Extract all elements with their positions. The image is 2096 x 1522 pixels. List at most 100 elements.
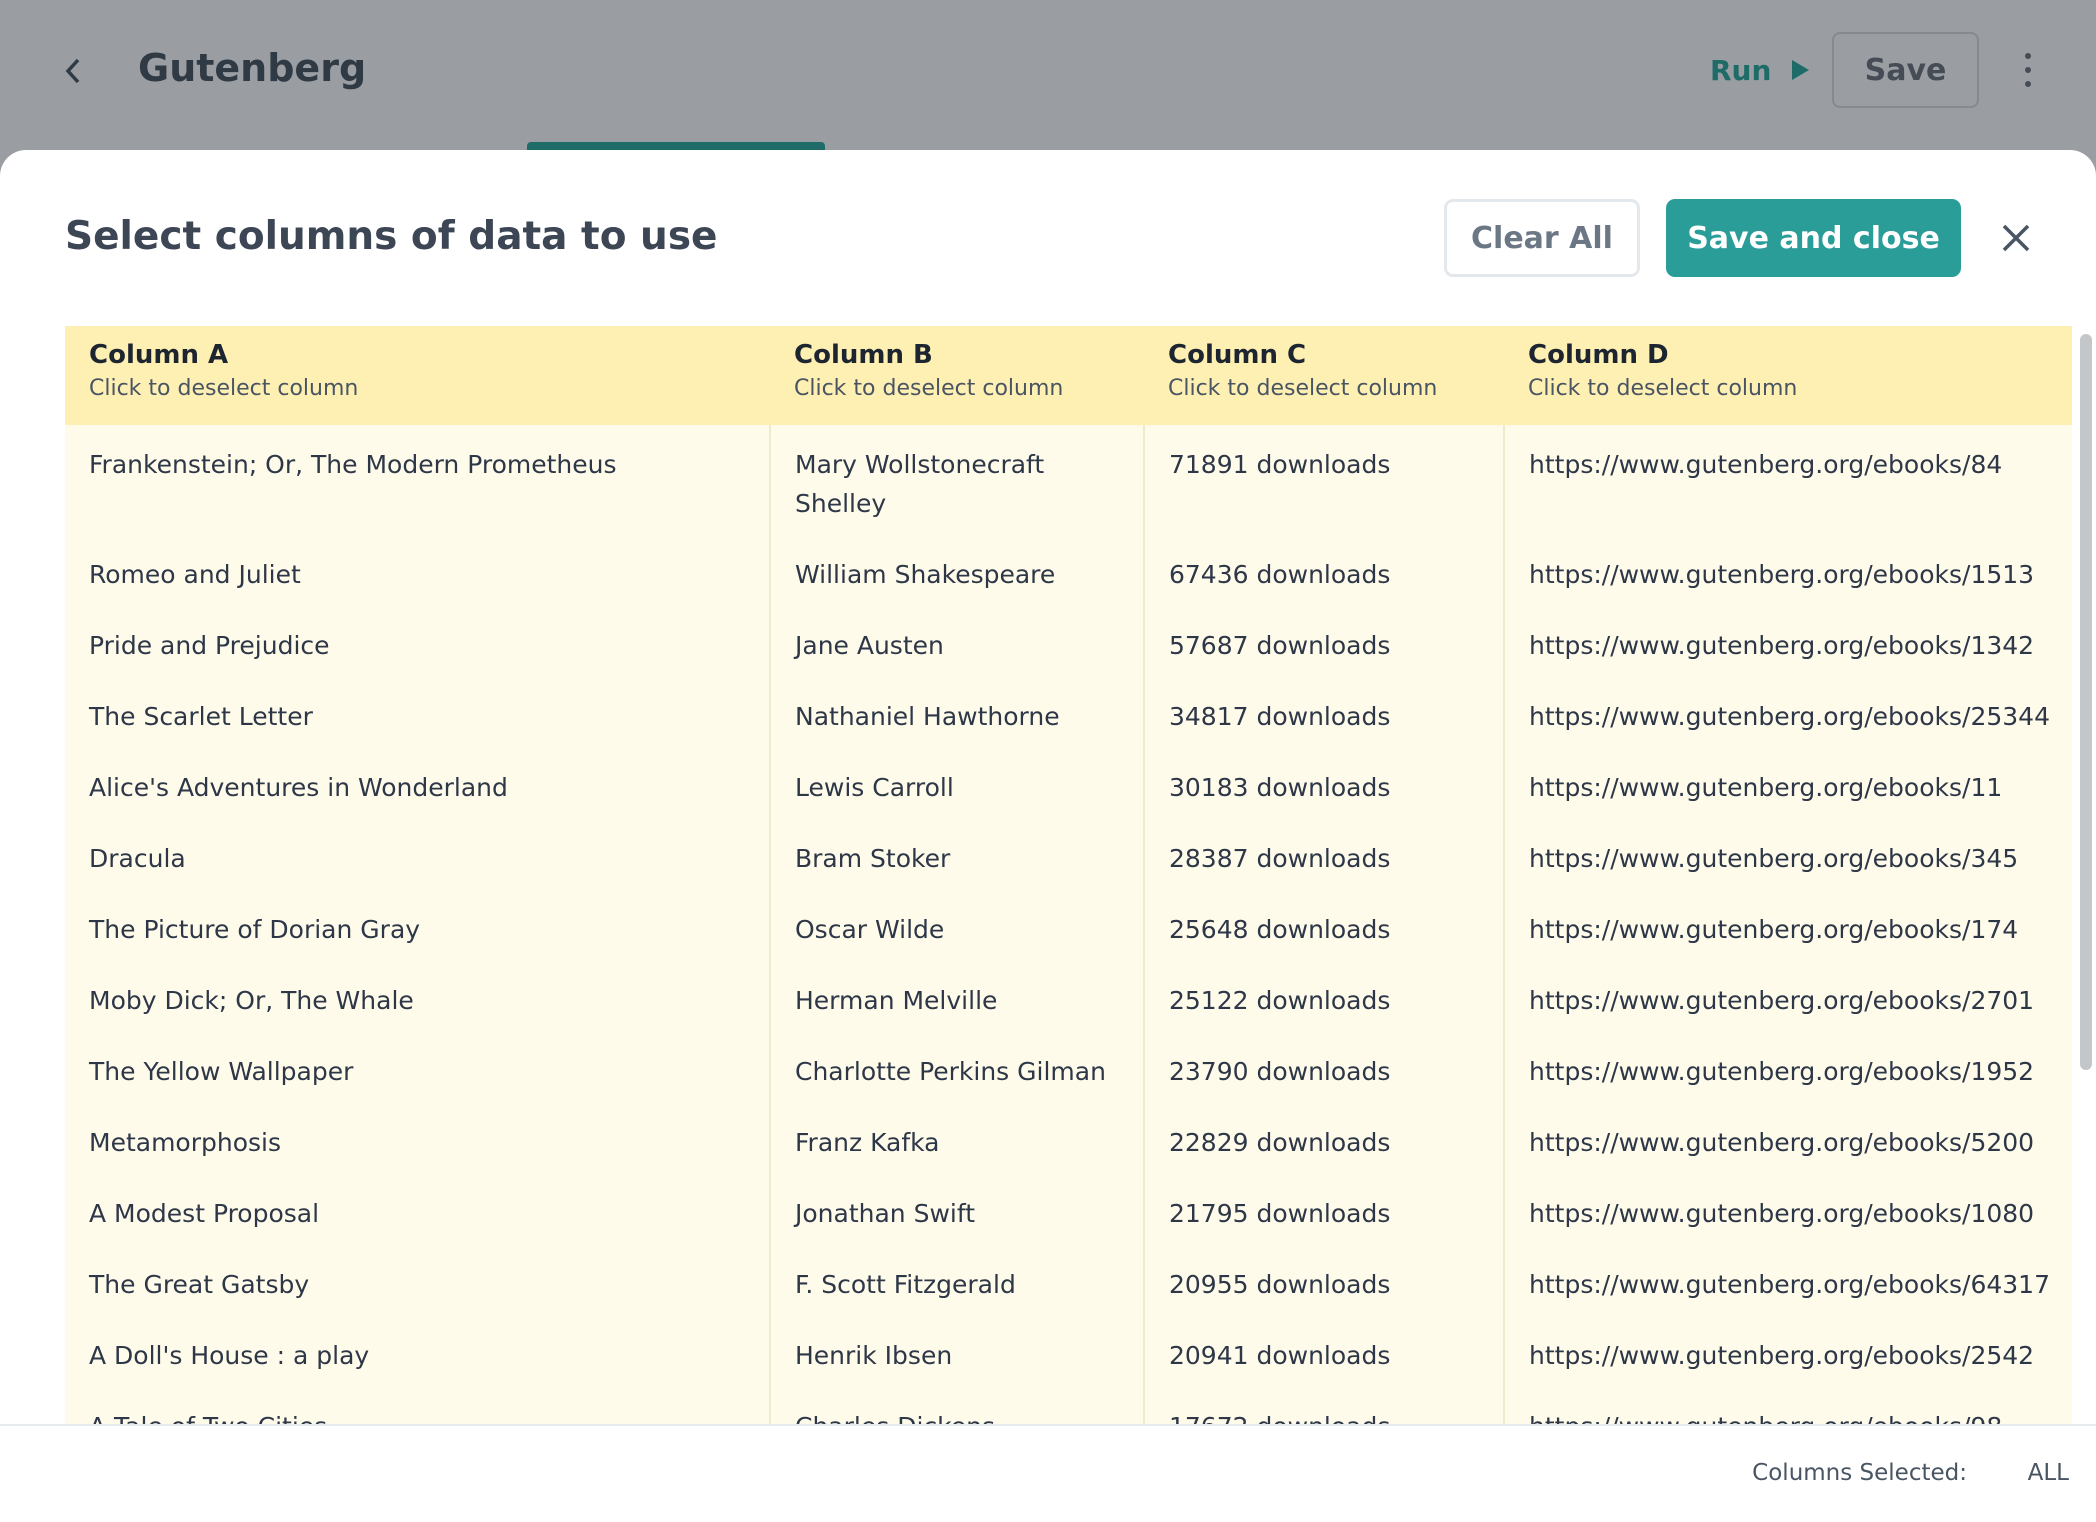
table-row: The Picture of Dorian Gray Oscar Wilde 256… [65, 890, 2072, 961]
table-row: Pride and Prejudice Jane Austen 57687 down… [65, 606, 2072, 677]
header-row: Column A Click to deselect column Column B… [65, 326, 2072, 425]
table-cell: 57687 downloads [1143, 606, 1504, 677]
table-cell: Herman Melville [769, 961, 1144, 1032]
table-cell: https://www.gutenberg.org/ebooks/1080 [1503, 1174, 2072, 1245]
column-hint: Click to deselect column [89, 376, 359, 401]
table-cell: Jonathan Swift [769, 1174, 1144, 1245]
table-cell: Nathaniel Hawthorne [769, 677, 1144, 748]
table-cell: Lewis Carroll [769, 748, 1144, 819]
table-cell: Oscar Wilde [769, 890, 1144, 961]
run-button[interactable]: Run [1710, 54, 1811, 87]
table-row: A Doll's House : a play Henrik Ibsen 20941… [65, 1316, 2072, 1387]
table-row: Alice's Adventures in Wonderland Lewis Ca… [65, 748, 2072, 819]
column-name: Column B [794, 340, 933, 370]
close-icon[interactable] [2000, 222, 2032, 254]
table-cell: https://www.gutenberg.org/ebooks/2542 [1503, 1316, 2072, 1387]
table-cell: Charlotte Perkins Gilman [769, 1032, 1144, 1103]
table-row: The Yellow Wallpaper Charlotte Perkins Gi… [65, 1032, 2072, 1103]
table-row: Dracula Bram Stoker 28387 downloads https:/… [65, 819, 2072, 890]
table-cell: 71891 downloads [1143, 425, 1504, 535]
table-cell: 23790 downloads [1143, 1032, 1504, 1103]
table-cell: F. Scott Fitzgerald [769, 1245, 1144, 1316]
table-row: Frankenstein; Or, The Modern Prometheus M… [65, 425, 2072, 535]
table-row: The Great Gatsby F. Scott Fitzgerald 20955… [65, 1245, 2072, 1316]
table-cell: https://www.gutenberg.org/ebooks/64317 [1503, 1245, 2072, 1316]
table-cell: Metamorphosis [89, 1128, 282, 1157]
table-cell: 21795 downloads [1143, 1174, 1504, 1245]
table-cell: Romeo and Juliet [89, 560, 301, 589]
table-cell: 20941 downloads [1143, 1316, 1504, 1387]
column-hint: Click to deselect column [1528, 376, 1798, 401]
more-icon[interactable] [2018, 50, 2038, 90]
table-cell: Franz Kafka [769, 1103, 1144, 1174]
save-and-close-button[interactable]: Save and close [1666, 199, 1961, 277]
table-cell: Henrik Ibsen [769, 1316, 1144, 1387]
table-cell: A Doll's House : a play [89, 1341, 370, 1370]
table-cell: Bram Stoker [769, 819, 1144, 890]
back-icon[interactable] [60, 56, 86, 86]
table-cell: 20955 downloads [1143, 1245, 1504, 1316]
table-cell: Dracula [89, 844, 186, 873]
table-cell: Moby Dick; Or, The Whale [89, 986, 414, 1015]
table-cell: https://www.gutenberg.org/ebooks/25344 [1503, 677, 2072, 748]
modal-title: Select columns of data to use [65, 214, 718, 259]
app-title: Gutenberg [138, 46, 367, 90]
column-header[interactable]: Column A Click to deselect column [65, 326, 770, 425]
footer: Columns Selected: ALL [0, 1424, 2096, 1522]
table-row: A Modest Proposal Jonathan Swift 21795 dow… [65, 1174, 2072, 1245]
table-cell: https://www.gutenberg.org/ebooks/5200 [1503, 1103, 2072, 1174]
table-cell: Mary Wollstonecraft Shelley [769, 425, 1144, 535]
column-header[interactable]: Column B Click to deselect column [770, 326, 1144, 425]
table-cell: 25122 downloads [1143, 961, 1504, 1032]
footer-label: Columns Selected: [1752, 1460, 1967, 1486]
column-hint: Click to deselect column [1168, 376, 1438, 401]
column-hint: Click to deselect column [794, 376, 1064, 401]
table-cell: A Tale of Two Cities [65, 1387, 770, 1424]
save-button[interactable]: Save [1832, 32, 1979, 108]
column-name: Column C [1168, 340, 1307, 370]
table-cell: https://www.gutenberg.org/ebooks/174 [1503, 890, 2072, 961]
table-cell: A Modest Proposal [89, 1199, 320, 1228]
table-row: A Tale of Two CitiesCharles Dickens17672… [65, 1387, 2072, 1424]
data-table: Column A Click to deselect column Column B… [65, 326, 2072, 1424]
table-row: Romeo and Juliet William Shakespeare 67436… [65, 535, 2072, 606]
table-cell: https://www.gutenberg.org/ebooks/1342 [1503, 606, 2072, 677]
table-cell: The Picture of Dorian Gray [89, 915, 421, 944]
modal: Select columns of data to use Clear All … [0, 150, 2096, 1522]
table-cell: Frankenstein; Or, The Modern Prometheus [89, 450, 617, 479]
column-name: Column D [1528, 340, 1669, 370]
table-cell: 22829 downloads [1143, 1103, 1504, 1174]
table-row: Metamorphosis Franz Kafka 22829 downloads h… [65, 1103, 2072, 1174]
table-cell: 17672 downloads [1143, 1387, 1504, 1424]
table-cell: https://www.gutenberg.org/ebooks/84 [1503, 425, 2072, 535]
table-cell: 34817 downloads [1143, 677, 1504, 748]
table-cell: The Great Gatsby [89, 1270, 310, 1299]
column-header[interactable]: Column D Click to deselect column [1504, 326, 2072, 425]
table-cell: https://www.gutenberg.org/ebooks/1952 [1503, 1032, 2072, 1103]
table-row: The Scarlet Letter Nathaniel Hawthorne 348… [65, 677, 2072, 748]
table-cell: 28387 downloads [1143, 819, 1504, 890]
play-icon [1792, 60, 1810, 80]
top-bar: Gutenberg Run Save [0, 0, 2096, 150]
run-label: Run [1710, 54, 1772, 87]
table-cell: Alice's Adventures in Wonderland [89, 773, 508, 802]
table-cell: 30183 downloads [1143, 748, 1504, 819]
table-cell: 25648 downloads [1143, 890, 1504, 961]
table-cell: The Scarlet Letter [89, 702, 313, 731]
table-cell: William Shakespeare [769, 535, 1144, 606]
table-cell: https://www.gutenberg.org/ebooks/1513 [1503, 535, 2072, 606]
table-cell: Jane Austen [769, 606, 1144, 677]
scrollbar-thumb[interactable] [2080, 334, 2092, 1070]
table-cell: https://www.gutenberg.org/ebooks/11 [1503, 748, 2072, 819]
table-cell: The Yellow Wallpaper [89, 1057, 354, 1086]
table-cell: Charles Dickens [769, 1387, 1144, 1424]
column-header[interactable]: Column C Click to deselect column [1144, 326, 1504, 425]
table-cell: 67436 downloads [1143, 535, 1504, 606]
column-name: Column A [89, 340, 229, 370]
clear-all-button[interactable]: Clear All [1444, 199, 1640, 277]
footer-value: ALL [2027, 1460, 2069, 1486]
active-tab [527, 142, 825, 150]
table-container: Column A Click to deselect column Column B… [65, 326, 2072, 1424]
table-cell: https://www.gutenberg.org/ebooks/2701 [1503, 961, 2072, 1032]
